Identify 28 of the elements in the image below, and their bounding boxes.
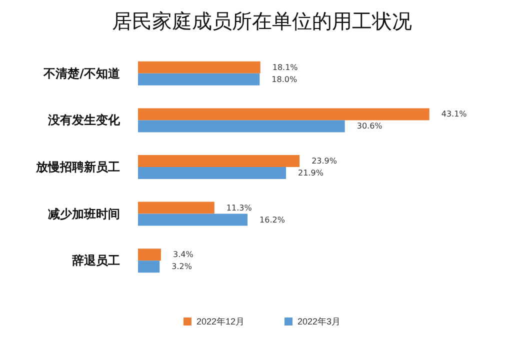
- data-label: 21.9%: [298, 168, 324, 178]
- y-tick-label: 不清楚/不知道: [42, 66, 121, 80]
- bar: [138, 248, 161, 261]
- data-label: 3.4%: [172, 250, 194, 260]
- data-label: 18.1%: [272, 62, 298, 72]
- legend-label: 2022年12月: [196, 316, 245, 326]
- bar: [138, 73, 260, 86]
- data-label: 30.6%: [356, 122, 383, 131]
- data-label: 23.9%: [312, 156, 338, 166]
- legend-label: 2022年3月: [298, 316, 341, 326]
- bar: [138, 120, 345, 132]
- y-tick-label: 放慢招聘新员工: [35, 160, 120, 174]
- bar: [138, 202, 214, 214]
- bar: [138, 108, 430, 120]
- bar: [138, 167, 286, 179]
- data-label: 18.0%: [272, 74, 298, 84]
- y-tick-label: 减少加班时间: [48, 206, 120, 221]
- bar: [138, 61, 260, 74]
- bar: [138, 155, 300, 167]
- data-label: 43.1%: [441, 110, 468, 119]
- y-tick-label: 没有发生变化: [47, 113, 121, 128]
- chart-title: 居民家庭成员所在单位的用工状况: [112, 9, 412, 33]
- data-label: 3.2%: [172, 262, 192, 272]
- bar: [138, 214, 248, 226]
- data-label: 11.3%: [226, 203, 252, 212]
- y-tick-label: 辞退员工: [71, 254, 120, 268]
- bar: [138, 260, 160, 273]
- data-label: 16.2%: [260, 215, 286, 224]
